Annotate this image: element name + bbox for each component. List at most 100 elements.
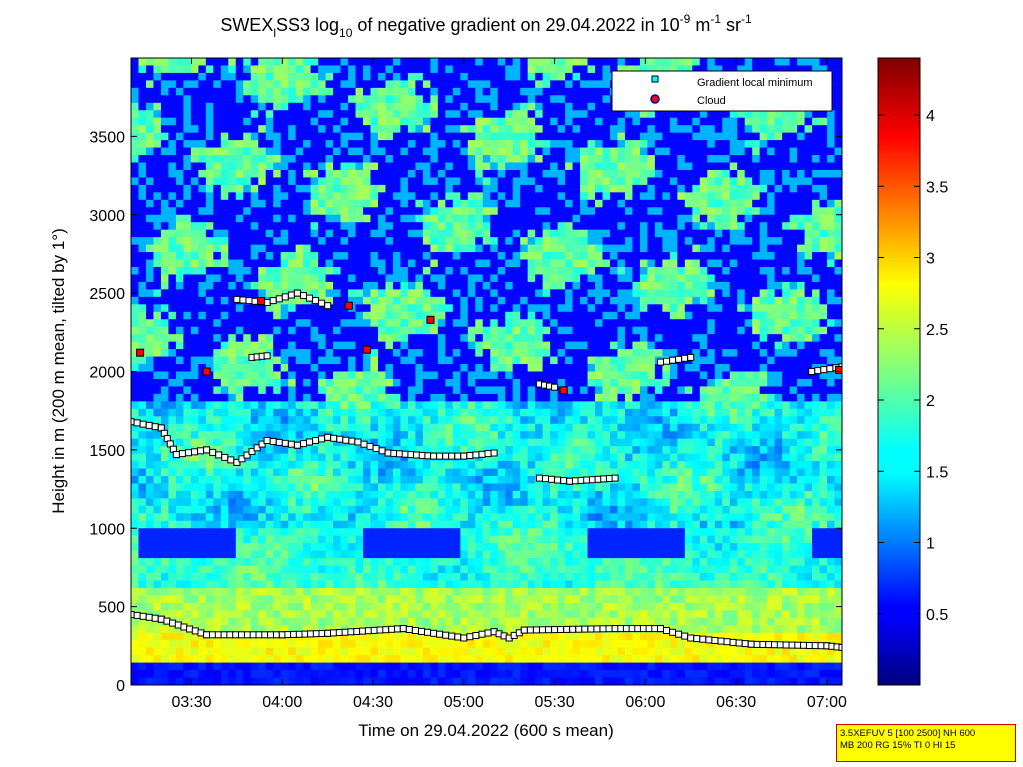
heatmap-cell xyxy=(258,155,267,164)
heatmap-cell xyxy=(265,58,274,67)
heatmap-cell xyxy=(153,386,162,395)
heatmap-cell xyxy=(168,222,177,231)
heatmap-cell xyxy=(729,326,738,335)
heatmap-cell xyxy=(348,311,357,320)
heatmap-cell xyxy=(550,229,559,238)
heatmap-cell xyxy=(288,446,297,455)
heatmap-cell xyxy=(145,132,155,141)
heatmap-cell xyxy=(400,177,409,186)
heatmap-cell xyxy=(422,117,431,126)
heatmap-cell xyxy=(542,184,551,193)
heatmap-cell xyxy=(198,364,207,373)
heatmap-cell xyxy=(714,192,723,201)
heatmap-cell xyxy=(482,364,491,373)
heatmap-cell xyxy=(767,319,776,328)
heatmap-cell xyxy=(827,199,836,208)
heatmap-cell xyxy=(512,326,521,335)
heatmap-cell xyxy=(550,237,559,246)
heatmap-cell xyxy=(684,371,693,380)
heatmap-cell xyxy=(460,364,469,373)
heatmap-cell xyxy=(258,259,267,268)
heatmap-cell xyxy=(243,192,252,201)
heatmap-cell xyxy=(415,169,424,179)
heatmap-cell xyxy=(572,267,581,276)
heatmap-cell xyxy=(602,281,611,290)
heatmap-cell xyxy=(639,378,649,388)
heatmap-cell xyxy=(445,326,454,335)
heatmap-cell xyxy=(333,102,342,111)
heatmap-cell xyxy=(280,378,289,388)
heatmap-cell xyxy=(475,438,484,447)
heatmap-cell xyxy=(273,423,282,432)
heatmap-cell xyxy=(587,296,596,305)
heatmap-cell xyxy=(220,177,229,186)
heatmap-cell xyxy=(183,199,192,208)
heatmap-cell xyxy=(722,341,731,350)
chart-title: SWEXlSS3 log10 of negative gradient on 2… xyxy=(220,12,752,40)
heatmap-cell xyxy=(482,334,491,343)
heatmap-cell xyxy=(669,162,678,171)
heatmap-cell xyxy=(310,281,319,290)
heatmap-cell xyxy=(774,117,783,126)
heatmap-cell xyxy=(228,80,237,89)
heatmap-cell xyxy=(265,393,274,402)
heatmap-cell xyxy=(198,378,207,388)
heatmap-cell xyxy=(482,229,491,238)
heatmap-cell xyxy=(377,341,387,350)
heatmap-cell xyxy=(759,311,768,320)
heatmap-cell xyxy=(348,252,357,261)
heatmap-cell xyxy=(834,58,842,67)
heatmap-cell xyxy=(138,229,147,238)
heatmap-cell xyxy=(804,117,813,126)
heatmap-cell xyxy=(205,72,214,81)
heatmap-cell xyxy=(355,423,364,432)
heatmap-cell xyxy=(460,431,469,440)
heatmap-cell xyxy=(707,349,716,358)
heatmap-cell xyxy=(190,237,199,246)
heatmap-cell xyxy=(834,356,842,365)
heatmap-cell xyxy=(707,177,716,186)
heatmap-cell xyxy=(669,169,678,179)
heatmap-cell xyxy=(273,378,282,388)
heatmap-cell xyxy=(333,311,342,320)
heatmap-cell xyxy=(258,334,267,343)
heatmap-cell xyxy=(430,274,439,283)
heatmap-cell xyxy=(662,296,671,305)
heatmap-cell xyxy=(333,326,342,335)
heatmap-cell xyxy=(153,184,162,193)
heatmap-cell xyxy=(228,311,237,320)
heatmap-cell xyxy=(363,72,372,81)
heatmap-cell xyxy=(639,416,649,425)
heatmap-cell xyxy=(288,117,297,126)
heatmap-cell xyxy=(348,125,357,134)
heatmap-cell xyxy=(190,364,199,373)
heatmap-cell xyxy=(145,319,155,328)
heatmap-cell xyxy=(639,207,649,216)
heatmap-cell xyxy=(175,341,184,350)
heatmap-cell xyxy=(595,371,604,380)
heatmap-cell xyxy=(370,296,379,305)
heatmap-cell xyxy=(677,423,686,432)
heatmap-cell xyxy=(333,378,342,388)
heatmap-cell xyxy=(767,237,776,246)
heatmap-cell xyxy=(280,192,289,201)
heatmap-cell xyxy=(467,289,476,298)
heatmap-cell xyxy=(639,125,649,134)
heatmap-cell xyxy=(475,289,484,298)
heatmap-cell xyxy=(550,356,559,365)
heatmap-cell xyxy=(198,117,207,126)
heatmap-cell xyxy=(797,431,806,440)
heatmap-cell xyxy=(647,371,656,380)
heatmap-cell xyxy=(153,267,162,276)
heatmap-cell xyxy=(295,80,304,89)
heatmap-cell xyxy=(280,401,289,410)
heatmap-cell xyxy=(445,58,454,67)
heatmap-cell xyxy=(722,296,731,305)
heatmap-cell xyxy=(737,117,746,126)
heatmap-cell xyxy=(632,184,641,193)
heatmap-cell xyxy=(190,110,199,119)
heatmap-cell xyxy=(258,244,267,253)
heatmap-cell xyxy=(340,378,349,388)
heatmap-cell xyxy=(699,371,708,380)
heatmap-cell xyxy=(213,102,222,111)
